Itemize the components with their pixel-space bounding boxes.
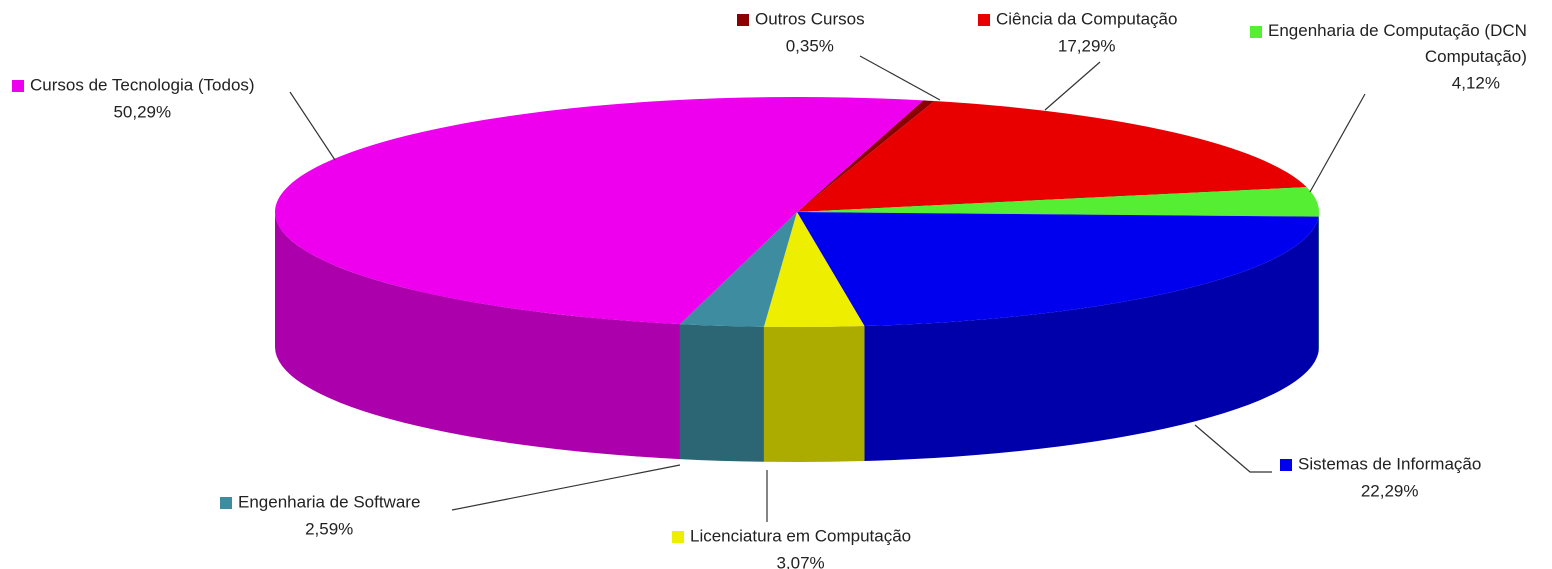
legend-swatch (220, 497, 232, 509)
slice (797, 100, 935, 212)
legend-swatch (672, 531, 684, 543)
leader-line (289, 91, 336, 161)
legend-swatch (12, 80, 24, 92)
value-label: 2,59% (305, 519, 353, 538)
slice-side (679, 324, 764, 462)
label-line: Computação) (1425, 47, 1527, 66)
slice (274, 96, 924, 325)
slice (797, 212, 1319, 327)
value-label: 3,07% (776, 553, 824, 569)
slice-side (864, 216, 1319, 462)
slice (679, 212, 797, 327)
slice-label: Sistemas de Informação (1298, 454, 1481, 473)
legend-swatch (1280, 459, 1292, 471)
value-label: 50,29% (113, 102, 171, 121)
leader-line (1044, 61, 1101, 111)
slice (797, 101, 1307, 212)
value-label: 0,35% (786, 36, 834, 55)
slice-side (763, 326, 865, 462)
value-label: 17,29% (1058, 36, 1116, 55)
slice-label: Engenharia de Software (238, 492, 420, 511)
slice-label: Outros Cursos (755, 9, 865, 28)
legend-swatch (1250, 26, 1262, 38)
value-label: 4,12% (1452, 73, 1500, 92)
label-line: Engenharia de Computação (DCN (1268, 21, 1527, 40)
slice-label: Licenciatura em Computação (690, 526, 911, 545)
leader-line (451, 464, 681, 511)
leader-line (859, 55, 941, 101)
leader-line (1194, 424, 1272, 473)
slice-label: Cursos de Tecnologia (Todos) (30, 75, 255, 94)
legend-swatch (737, 14, 749, 26)
legend-swatch (978, 14, 990, 26)
slice-label: Engenharia de Computação (DCN Computação) (1268, 21, 1527, 66)
value-label: 22,29% (1361, 481, 1419, 500)
slice (797, 187, 1319, 217)
slice (763, 212, 865, 327)
leader-line (1309, 93, 1366, 193)
slice-label: Ciência da Computação (996, 9, 1177, 28)
slice-side (275, 212, 680, 460)
